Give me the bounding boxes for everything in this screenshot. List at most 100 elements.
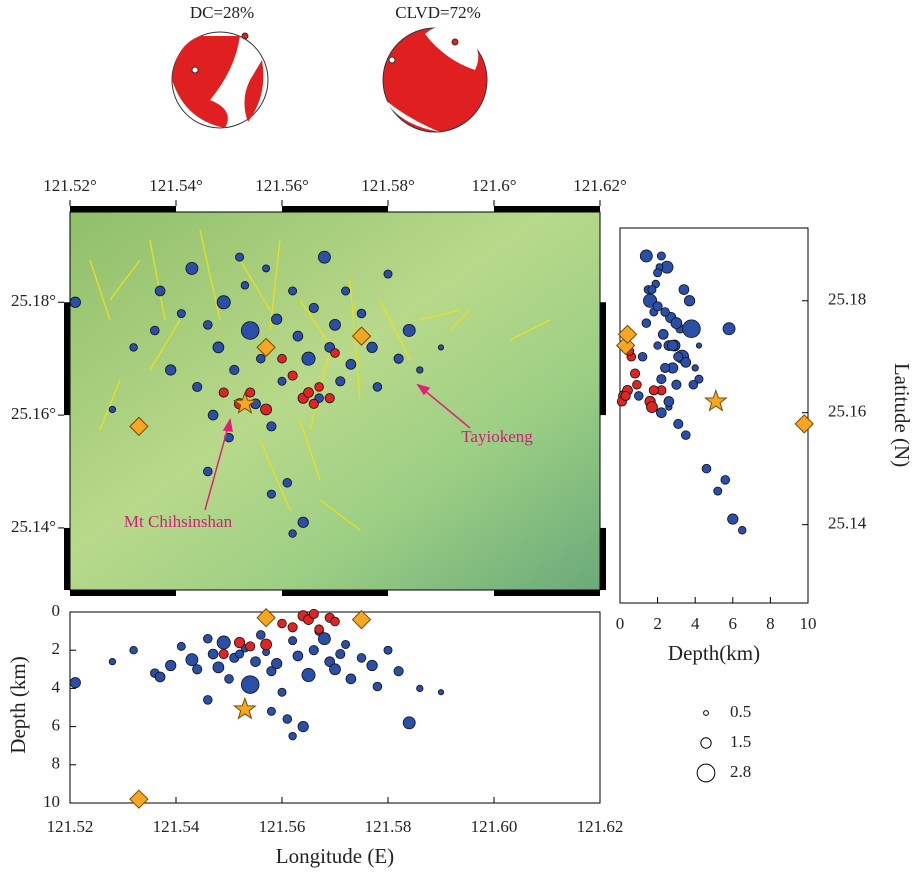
event	[217, 636, 230, 649]
x-tick-label: 2	[653, 614, 662, 633]
x-tick-label: 121.54°	[149, 176, 203, 195]
event	[342, 287, 350, 295]
legend-size	[704, 711, 709, 716]
event	[664, 397, 674, 407]
event	[236, 253, 244, 261]
event	[309, 646, 318, 655]
diamond	[257, 609, 275, 627]
event	[331, 349, 340, 358]
event	[263, 265, 270, 272]
event	[289, 287, 297, 295]
y-tick-label: 25.18°	[11, 291, 56, 310]
y-tick-label: 25.16	[828, 402, 866, 421]
event	[394, 667, 403, 676]
event	[261, 639, 272, 650]
event	[630, 369, 639, 378]
y-axis-label: Latitude (N)	[890, 363, 914, 467]
event	[325, 394, 334, 403]
event	[681, 431, 690, 440]
event	[203, 634, 212, 643]
y-tick-label: 25.18	[828, 290, 866, 309]
frame-bar	[282, 206, 388, 212]
y-tick-label: 2	[52, 639, 61, 658]
event	[203, 320, 212, 329]
event	[272, 658, 282, 668]
x-tick-label: 121.62°	[573, 176, 627, 195]
event	[367, 660, 377, 670]
y-tick-label: 4	[52, 677, 61, 696]
figure: DC=28% CLVD=72% Mt Chihsinshan Tayiokeng…	[0, 0, 916, 875]
event	[234, 637, 244, 647]
event	[679, 285, 689, 295]
frame-bar	[70, 590, 176, 596]
event	[70, 297, 80, 307]
event	[186, 262, 198, 274]
event	[193, 665, 202, 674]
y-tick-label: 8	[52, 754, 61, 773]
event	[692, 365, 698, 371]
event	[634, 392, 643, 401]
x-tick-label: 121.54	[153, 817, 200, 836]
event	[723, 323, 735, 335]
event	[330, 664, 341, 675]
event	[304, 388, 314, 398]
event	[166, 660, 176, 670]
event	[671, 318, 682, 329]
frame-bar	[494, 590, 600, 596]
mechanism-label: CLVD=72%	[395, 3, 480, 22]
event	[654, 342, 662, 350]
mechanism-label: DC=28%	[190, 3, 254, 22]
event	[403, 324, 415, 336]
diamond	[353, 611, 371, 629]
event	[721, 476, 730, 485]
event	[272, 314, 282, 324]
event	[696, 343, 701, 348]
y-axis-label: Depth (km)	[6, 656, 30, 753]
y-tick-label: 25.14°	[11, 517, 56, 536]
event	[130, 344, 138, 352]
event	[241, 282, 249, 290]
event	[293, 651, 303, 661]
event	[683, 320, 701, 338]
event	[298, 721, 308, 731]
event	[213, 662, 224, 673]
event	[336, 649, 345, 658]
event	[109, 658, 115, 664]
event	[267, 490, 275, 498]
annotation: Mt Chihsinshan	[124, 512, 233, 531]
y-tick-label: 10	[43, 792, 60, 811]
event	[246, 388, 255, 397]
event	[646, 402, 657, 413]
x-tick-label: 121.52	[47, 817, 94, 836]
event	[309, 609, 318, 618]
event	[653, 302, 662, 311]
event	[346, 674, 356, 684]
x-tick-label: 121.58°	[361, 176, 415, 195]
event	[657, 374, 666, 383]
event	[672, 380, 681, 389]
event	[648, 285, 656, 293]
event	[309, 399, 318, 408]
event	[331, 617, 340, 626]
event	[394, 354, 403, 363]
event	[177, 642, 185, 650]
panel-frame	[70, 612, 600, 803]
legend-label: 0.5	[730, 702, 751, 721]
x-tick-label: 121.56	[259, 817, 306, 836]
y-tick-label: 6	[52, 716, 61, 735]
x-tick-label: 0	[616, 614, 625, 633]
event	[278, 354, 287, 363]
event	[642, 319, 651, 328]
event	[417, 685, 423, 691]
annotation: Tayiokeng	[461, 427, 533, 446]
x-tick-label: 4	[691, 614, 700, 633]
x-tick-label: 121.56°	[255, 176, 309, 195]
event	[109, 406, 115, 412]
panel-frame	[620, 228, 808, 603]
event	[278, 619, 287, 628]
event	[193, 382, 202, 391]
event	[219, 388, 228, 397]
event	[318, 633, 330, 645]
event	[309, 303, 318, 312]
event	[203, 467, 212, 476]
